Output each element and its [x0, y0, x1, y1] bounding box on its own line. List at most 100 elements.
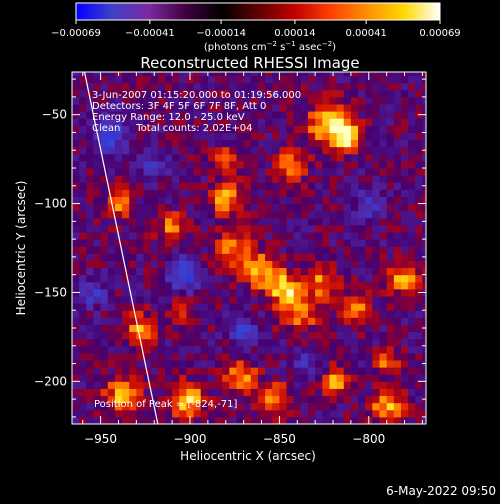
heatmap-cell: [236, 146, 245, 155]
heatmap-cell: [250, 132, 259, 141]
heatmap-cell: [257, 132, 266, 141]
heatmap-cell: [243, 409, 252, 418]
heatmap-cell: [172, 274, 180, 283]
heatmap-cell: [107, 175, 116, 183]
heatmap-cell: [265, 75, 273, 84]
heatmap-cell: [122, 246, 130, 254]
heatmap-cell: [222, 239, 230, 247]
heatmap-cell: [229, 367, 237, 375]
heatmap-cell: [336, 175, 345, 183]
heatmap-cell: [164, 239, 173, 247]
heatmap-cell: [114, 239, 123, 247]
heatmap-cell: [79, 352, 87, 361]
heatmap-cell: [343, 104, 352, 112]
heatmap-cell: [336, 296, 345, 304]
heatmap-cell: [358, 274, 366, 283]
heatmap-cell: [250, 196, 259, 205]
heatmap-cell: [336, 196, 345, 205]
heatmap-cell: [393, 132, 402, 141]
heatmap-cell: [79, 224, 87, 233]
heatmap-cell: [143, 104, 152, 112]
heatmap-cell: [136, 111, 145, 119]
heatmap-cell: [236, 367, 245, 375]
heatmap-cell: [86, 217, 94, 226]
heatmap-cell: [114, 203, 123, 212]
heatmap-cell: [172, 360, 180, 368]
heatmap-cell: [186, 274, 195, 283]
heatmap-cell: [79, 104, 87, 112]
heatmap-cell: [186, 160, 195, 169]
heatmap-cell: [379, 246, 388, 254]
heatmap-cell: [215, 160, 223, 169]
heatmap-cell: [379, 395, 388, 404]
heatmap-cell: [393, 416, 402, 424]
heatmap-cell: [72, 125, 80, 133]
heatmap-cell: [222, 232, 230, 240]
heatmap-cell: [143, 217, 152, 226]
heatmap-cell: [293, 153, 302, 162]
heatmap-cell: [358, 409, 366, 418]
heatmap-cell: [265, 104, 273, 112]
heatmap-cell: [250, 381, 259, 389]
heatmap-cell: [358, 288, 366, 297]
heatmap-cell: [336, 317, 345, 325]
heatmap-cell: [243, 239, 252, 247]
heatmap-cell: [286, 374, 295, 382]
heatmap-cell: [136, 260, 145, 269]
heatmap-cell: [72, 274, 80, 283]
heatmap-cell: [193, 317, 202, 325]
heatmap-cell: [400, 267, 409, 276]
heatmap-cell: [243, 111, 252, 119]
heatmap-cell: [279, 296, 288, 304]
heatmap-cell: [379, 374, 388, 382]
heatmap-cell: [358, 232, 366, 240]
heatmap-cell: [122, 367, 130, 375]
heatmap-cell: [308, 217, 316, 226]
heatmap-cell: [229, 224, 237, 233]
heatmap-cell: [129, 416, 137, 424]
heatmap-cell: [93, 160, 102, 169]
heatmap-cell: [422, 82, 426, 91]
heatmap-cell: [93, 331, 102, 340]
heatmap-cell: [114, 89, 123, 98]
heatmap-cell: [122, 168, 130, 176]
heatmap-cell: [308, 203, 316, 212]
heatmap-cell: [164, 374, 173, 382]
heatmap-cell: [236, 175, 245, 183]
heatmap-cell: [172, 132, 180, 141]
heatmap-cell: [179, 82, 187, 91]
heatmap-cell: [272, 296, 280, 304]
heatmap-cell: [379, 232, 388, 240]
heatmap-cell: [236, 274, 245, 283]
heatmap-cell: [329, 260, 338, 269]
heatmap-cell: [143, 196, 152, 205]
heatmap-cell: [193, 210, 202, 219]
heatmap-cell: [186, 310, 195, 318]
heatmap-cell: [200, 89, 209, 98]
heatmap-cell: [286, 182, 295, 190]
heatmap-cell: [350, 267, 359, 276]
heatmap-cell: [229, 416, 237, 424]
heatmap-cell: [93, 224, 102, 233]
heatmap-cell: [157, 111, 166, 119]
heatmap-cell: [122, 395, 130, 404]
heatmap-cell: [372, 224, 381, 233]
heatmap-cell: [343, 409, 352, 418]
heatmap-cell: [350, 139, 359, 148]
heatmap-cell: [207, 303, 216, 311]
heatmap-cell: [372, 82, 381, 91]
heatmap-cell: [315, 224, 323, 233]
heatmap-cell: [293, 203, 302, 212]
heatmap-cell: [207, 125, 216, 133]
heatmap-cell: [279, 360, 288, 368]
heatmap-cell: [129, 246, 137, 254]
heatmap-cell: [272, 168, 280, 176]
heatmap-cell: [164, 132, 173, 141]
heatmap-cell: [215, 388, 223, 397]
heatmap-cell: [372, 267, 381, 276]
heatmap-cell: [129, 153, 137, 162]
heatmap-cell: [172, 260, 180, 269]
heatmap-cell: [329, 132, 338, 141]
heatmap-cell: [222, 409, 230, 418]
heatmap-cell: [129, 395, 137, 404]
